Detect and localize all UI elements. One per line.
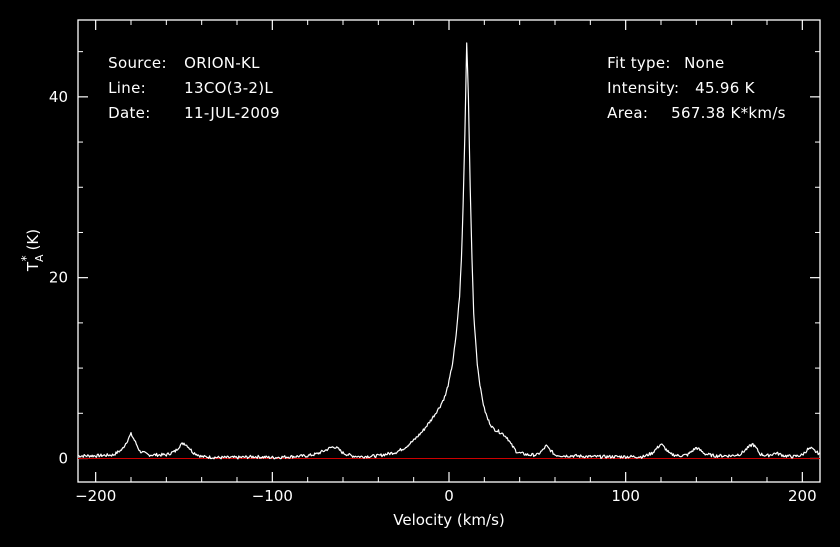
y-tick-label: 40 xyxy=(49,88,68,106)
area-value: 567.38 K*km/s xyxy=(671,104,786,122)
y-axis-label-main: T xyxy=(24,261,42,272)
x-tick-label: −200 xyxy=(75,487,116,505)
spectrum-line xyxy=(77,42,821,460)
svg-text:TA*(K): TA* (K) xyxy=(19,229,46,272)
area-label: Area: xyxy=(607,104,649,122)
x-tick-label: 0 xyxy=(444,487,454,505)
intensity-label: Intensity: xyxy=(607,79,680,97)
y-tick-label: 20 xyxy=(49,269,68,287)
y-axis-label-sup: * xyxy=(19,255,33,261)
line-row: Line: 13CO(3-2)L xyxy=(98,61,273,97)
x-axis-label: Velocity (km/s) xyxy=(393,511,504,529)
source-row: Source: ORION-KL xyxy=(98,36,260,72)
fit-row: Fit type: None xyxy=(597,36,724,72)
source-value: ORION-KL xyxy=(184,54,260,72)
x-tick-label: −100 xyxy=(252,487,293,505)
y-tick-label: 0 xyxy=(58,449,68,467)
date-value: 11-JUL-2009 xyxy=(184,104,280,122)
fit-value: None xyxy=(684,54,725,72)
line-value: 13CO(3-2)L xyxy=(184,79,274,97)
y-axis-label-sub: A xyxy=(33,254,46,262)
intensity-row: Intensity: 45.96 K xyxy=(597,61,755,97)
fit-label: Fit type: xyxy=(607,54,671,72)
date-label: Date: xyxy=(108,104,151,122)
source-label: Source: xyxy=(108,54,167,72)
date-row: Date: 11-JUL-2009 xyxy=(98,86,280,122)
intensity-value: 45.96 K xyxy=(695,79,755,97)
x-tick-label: 100 xyxy=(611,487,640,505)
axis-tick-labels: −200 −100 0 100 200 0 20 40 xyxy=(49,88,817,505)
line-label: Line: xyxy=(108,79,146,97)
area-row: Area: 567.38 K*km/s xyxy=(597,86,786,122)
y-axis-label: TA* (K) xyxy=(19,229,46,272)
y-axis-label-unit: (K) xyxy=(24,229,42,251)
x-tick-label: 200 xyxy=(788,487,817,505)
